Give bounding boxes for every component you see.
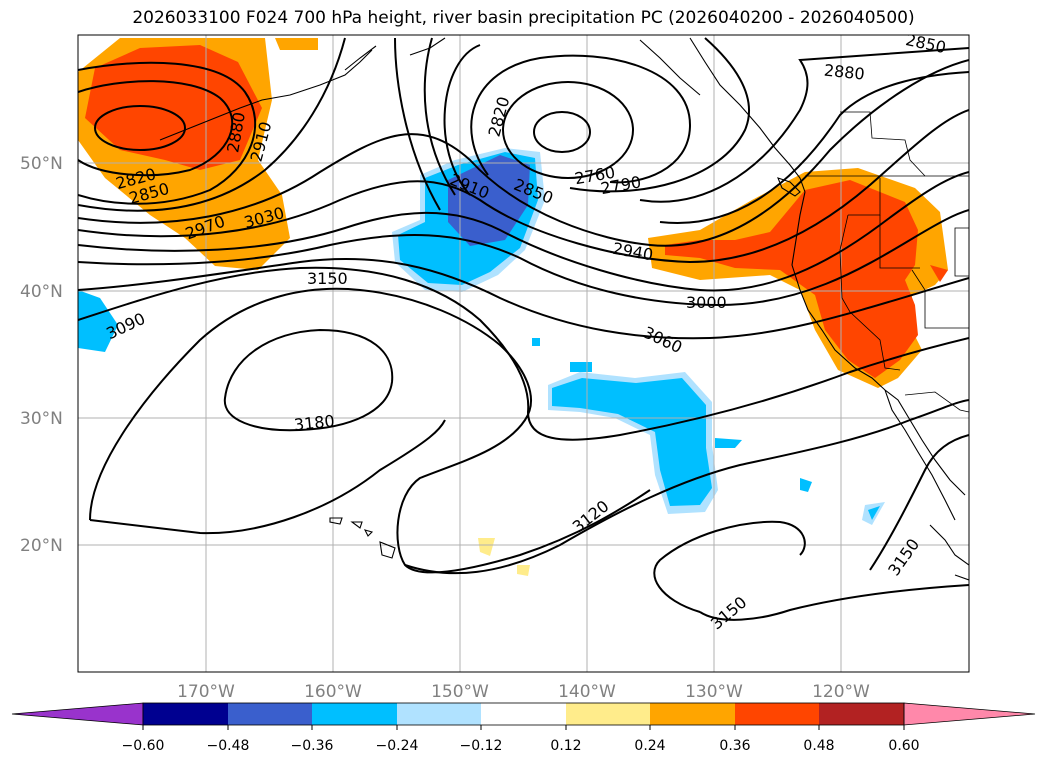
- colorbar-tick-label: −0.12: [460, 738, 503, 754]
- map-panel: 2850 2880 2820 2760 2790 2910 2850 2940 …: [78, 35, 969, 672]
- colorbar-segment: [735, 703, 819, 725]
- colorbar-under-triangle: [11, 702, 144, 726]
- colorbar-segment: [228, 703, 312, 725]
- colorbar-tick-labels: −0.60 −0.48 −0.36 −0.24 −0.12 0.12 0.24 …: [122, 738, 920, 754]
- colorbar-tick-label: 0.12: [550, 738, 581, 754]
- lon-label: 140°W: [558, 682, 616, 702]
- lon-label: 120°W: [812, 682, 870, 702]
- colorbar-segment: [397, 703, 481, 725]
- contour-label: 2880: [823, 61, 865, 84]
- lon-label: 150°W: [431, 682, 489, 702]
- colorbar-tick-label: 0.60: [888, 738, 919, 754]
- colorbar-tick-label: 0.36: [719, 738, 750, 754]
- colorbar-segment: [481, 703, 566, 725]
- colorbar-tick-label: −0.60: [122, 738, 165, 754]
- lon-label: 170°W: [177, 682, 235, 702]
- lat-label: 40°N: [20, 282, 63, 302]
- map-title: 2026033100 F024 700 hPa height, river ba…: [132, 8, 915, 28]
- colorbar: −0.60 −0.48 −0.36 −0.24 −0.12 0.12 0.24 …: [11, 702, 1036, 754]
- colorbar-over-triangle: [903, 702, 1036, 726]
- colorbar-segment: [312, 703, 397, 725]
- colorbar-tick-label: −0.36: [291, 738, 334, 754]
- lon-label: 160°W: [304, 682, 362, 702]
- colorbar-segment: [819, 703, 904, 725]
- colorbar-segment: [650, 703, 735, 725]
- colorbar-ticks: [142, 725, 905, 730]
- colorbar-segment: [566, 703, 650, 725]
- contour-label: 3180: [293, 411, 335, 434]
- coastlines: [159, 37, 969, 581]
- latitude-labels: 50°N 40°N 30°N 20°N: [20, 154, 63, 556]
- lat-label: 30°N: [20, 409, 63, 429]
- lat-label: 50°N: [20, 154, 63, 174]
- longitude-labels: 170°W 160°W 150°W 140°W 130°W 120°W: [177, 682, 870, 702]
- colorbar-tick-label: −0.48: [207, 738, 250, 754]
- graticule: [78, 35, 969, 672]
- colorbar-segment: [143, 703, 228, 725]
- lon-label: 130°W: [685, 682, 743, 702]
- colorbar-tick-label: 0.24: [634, 738, 665, 754]
- contour-label: 3150: [307, 269, 348, 288]
- height-contours: [78, 37, 969, 621]
- colorbar-tick-label: 0.48: [803, 738, 834, 754]
- lat-label: 20°N: [20, 536, 63, 556]
- colorbar-tick-label: −0.24: [376, 738, 419, 754]
- map-frame: [77, 34, 970, 673]
- contour-label: 3000: [686, 293, 727, 312]
